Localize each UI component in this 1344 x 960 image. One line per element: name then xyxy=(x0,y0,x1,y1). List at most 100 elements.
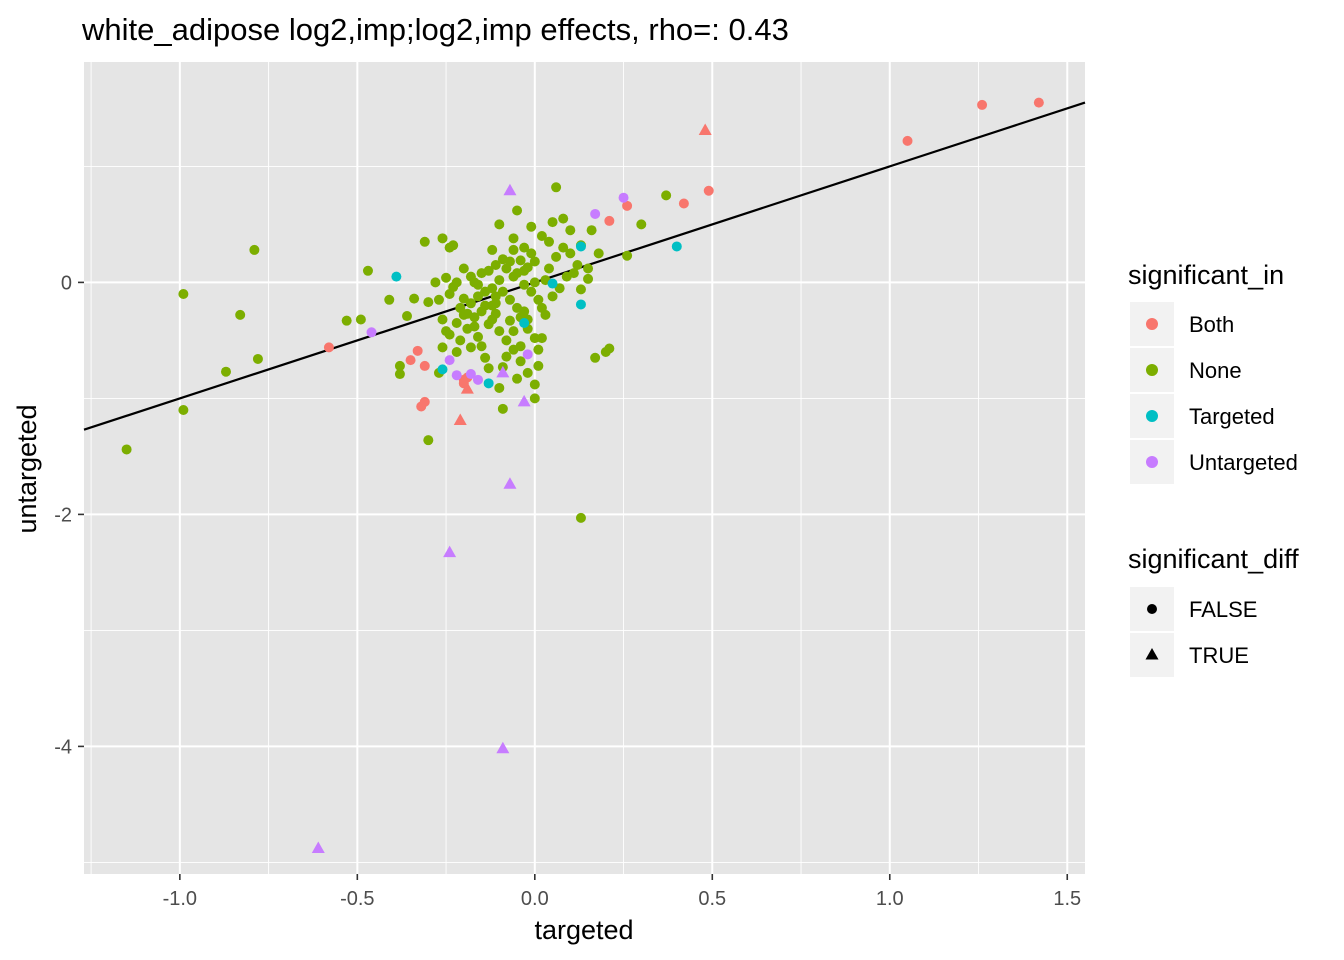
data-point xyxy=(476,341,487,352)
data-point xyxy=(565,225,576,236)
data-point xyxy=(483,363,494,374)
data-point xyxy=(490,291,501,302)
data-point xyxy=(465,298,476,309)
legend-significant-in: significant_in Both None Targeted Untargete… xyxy=(1128,260,1298,484)
data-point xyxy=(586,225,597,236)
data-point xyxy=(547,278,558,289)
legend-swatch xyxy=(1146,410,1158,422)
data-point xyxy=(604,215,615,226)
data-point xyxy=(590,208,601,219)
legend-label: Untargeted xyxy=(1189,450,1298,475)
data-point xyxy=(575,512,586,523)
legend-label: FALSE xyxy=(1189,597,1257,622)
data-point xyxy=(636,219,647,230)
data-point xyxy=(465,271,476,282)
data-point xyxy=(533,294,544,305)
data-point xyxy=(480,300,491,311)
data-point-triangle xyxy=(460,382,474,394)
data-point xyxy=(419,360,430,371)
data-point xyxy=(515,356,526,367)
data-point xyxy=(494,382,505,393)
data-point xyxy=(469,312,480,323)
data-point xyxy=(575,241,586,252)
data-point xyxy=(590,352,601,363)
data-point xyxy=(362,265,373,276)
data-point xyxy=(497,286,508,297)
data-point xyxy=(465,369,476,380)
minor-gridlines xyxy=(84,62,1085,874)
data-point xyxy=(451,318,462,328)
data-point-triangle xyxy=(311,841,325,853)
data-point xyxy=(536,302,547,313)
y-axis-title: untargeted xyxy=(12,404,42,533)
data-point xyxy=(487,244,498,255)
data-point xyxy=(437,342,448,353)
data-point xyxy=(551,251,562,262)
x-tick-label: 1.5 xyxy=(1053,888,1081,910)
y-tick-label: -4 xyxy=(54,736,72,758)
data-point-triangle xyxy=(698,123,712,135)
data-point xyxy=(494,219,505,230)
legend-swatch xyxy=(1146,364,1158,376)
data-point xyxy=(437,364,448,375)
data-point xyxy=(384,294,395,305)
x-tick-label: 0.0 xyxy=(521,888,549,910)
data-point xyxy=(249,244,260,255)
data-point xyxy=(519,242,530,253)
data-point xyxy=(529,333,540,344)
data-point xyxy=(529,256,540,267)
data-point xyxy=(121,444,132,455)
data-point xyxy=(441,272,452,283)
data-point xyxy=(473,331,484,342)
data-point xyxy=(529,379,540,390)
y-tick-label: 0 xyxy=(61,272,72,294)
data-point xyxy=(512,268,523,279)
data-point xyxy=(512,302,523,313)
data-point xyxy=(423,435,434,446)
data-point xyxy=(444,329,455,340)
data-point xyxy=(497,403,508,414)
data-point xyxy=(490,298,501,309)
legend-significant-diff: significant_diff FALSE TRUE xyxy=(1128,544,1299,677)
data-point xyxy=(536,333,547,344)
data-point xyxy=(391,271,402,282)
data-point xyxy=(533,360,544,371)
data-point xyxy=(671,241,682,252)
data-point xyxy=(536,231,547,241)
data-point xyxy=(522,349,533,360)
legend-label: None xyxy=(1189,358,1242,383)
data-point xyxy=(519,318,530,328)
data-point xyxy=(544,236,555,247)
data-point xyxy=(423,297,434,308)
data-point xyxy=(405,355,416,366)
data-point xyxy=(235,309,246,320)
data-point xyxy=(458,263,469,274)
data-point xyxy=(508,344,519,355)
x-tick-label: 1.0 xyxy=(876,888,904,910)
legend-shape-circle xyxy=(1147,604,1157,614)
data-point xyxy=(437,314,448,325)
data-point xyxy=(977,99,988,110)
data-point xyxy=(323,342,334,353)
data-point xyxy=(504,315,515,326)
x-tick-label: -1.0 xyxy=(163,888,197,910)
data-point xyxy=(501,335,512,346)
data-point xyxy=(551,182,562,193)
data-point xyxy=(583,263,594,274)
data-point xyxy=(508,326,519,337)
data-point xyxy=(902,135,913,146)
x-axis-ticks: -1.0 -0.5 0.0 0.5 1.0 1.5 xyxy=(163,874,1081,910)
data-point xyxy=(480,352,491,363)
data-point xyxy=(572,260,583,270)
legend-shape-triangle xyxy=(1145,648,1159,660)
data-point xyxy=(494,275,505,286)
data-point xyxy=(490,308,501,319)
data-point xyxy=(433,294,444,305)
data-point xyxy=(661,190,672,201)
data-point xyxy=(402,311,413,322)
plot-panel xyxy=(84,62,1085,874)
data-point xyxy=(678,198,689,209)
legend-title: significant_in xyxy=(1128,260,1284,290)
data-point xyxy=(366,327,377,338)
data-point xyxy=(394,360,405,371)
